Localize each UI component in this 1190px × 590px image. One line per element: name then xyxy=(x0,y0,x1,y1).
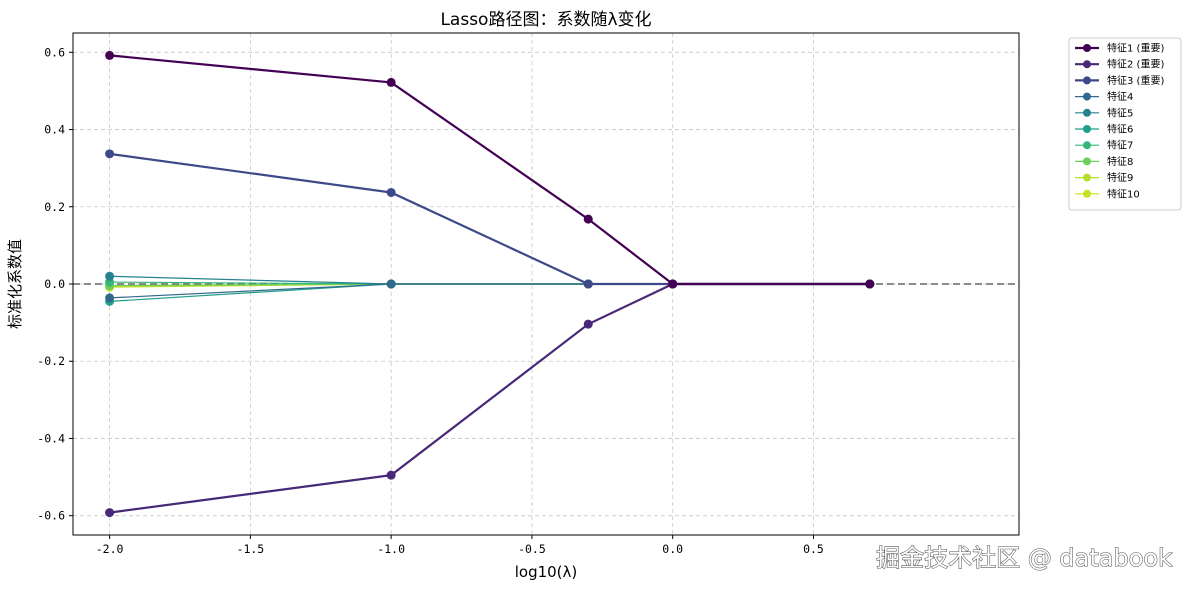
legend-label: 特征2 (重要) xyxy=(1107,58,1164,71)
series-line xyxy=(109,152,870,286)
watermark-text: 掘金技术社区 @ databook xyxy=(876,544,1172,572)
y-tick-label: 0.0 xyxy=(44,277,65,291)
legend-item: 特征2 (重要) xyxy=(1075,58,1164,71)
y-axis-label: 标准化系数值 xyxy=(6,239,24,329)
data-point xyxy=(105,508,115,518)
data-point xyxy=(105,293,115,303)
y-tick-label: 0.6 xyxy=(44,45,65,59)
legend-item: 特征3 (重要) xyxy=(1075,74,1164,87)
axis-ticks: -2.0 -1.5 -1.0 -0.5 0.0 0.5 -0.6 -0.4 -0.2 0.0 0.2… xyxy=(37,45,824,556)
x-tick-label: -1.5 xyxy=(237,542,265,556)
x-axis-label: log10(λ) xyxy=(515,563,578,581)
y-tick-label: 0.2 xyxy=(44,200,65,214)
legend-swatch-marker xyxy=(1083,125,1091,133)
y-tick-label: -0.6 xyxy=(37,509,65,523)
x-tick-label: 0.0 xyxy=(662,542,683,556)
series-1 xyxy=(105,50,875,289)
series-line xyxy=(109,282,870,514)
legend-item: 特征9 xyxy=(1075,172,1133,184)
y-tick-label: -0.4 xyxy=(37,431,65,445)
data-point xyxy=(386,187,396,197)
legend: 特征1 (重要) 特征2 (重要) 特征3 (重要) 特征4 特征5 特征6 特征7 特征8 特… xyxy=(1068,37,1182,211)
legend-label: 特征10 xyxy=(1107,188,1140,200)
series-2 xyxy=(105,279,875,518)
y-tick-label: 0.4 xyxy=(44,123,65,137)
legend-swatch-marker xyxy=(1083,60,1091,69)
data-point xyxy=(105,149,115,159)
legend-item: 特征8 xyxy=(1075,156,1133,168)
legend-item: 特征4 xyxy=(1075,91,1133,103)
data-point xyxy=(583,319,593,329)
legend-swatch-marker xyxy=(1083,92,1091,101)
legend-label: 特征3 (重要) xyxy=(1107,74,1164,87)
legend-item: 特征7 xyxy=(1075,140,1133,152)
series-9 xyxy=(105,279,875,292)
legend-label: 特征7 xyxy=(1107,140,1133,152)
legend-swatch-marker xyxy=(1083,189,1091,198)
legend-label: 特征5 xyxy=(1107,107,1133,119)
data-point xyxy=(386,77,396,87)
x-tick-label: -0.5 xyxy=(518,542,546,556)
legend-item: 特征1 (重要) xyxy=(1075,42,1164,55)
legend-swatch-marker xyxy=(1083,141,1091,150)
legend-item: 特征6 xyxy=(1075,124,1133,136)
chart-title: Lasso路径图：系数随λ变化 xyxy=(440,10,651,30)
x-tick-label: -2.0 xyxy=(96,542,124,556)
legend-label: 特征4 xyxy=(1107,91,1133,103)
data-point xyxy=(386,470,396,480)
series-layer xyxy=(105,50,875,518)
data-point xyxy=(583,279,593,289)
legend-item: 特征5 xyxy=(1075,107,1133,119)
y-tick-label: -0.2 xyxy=(37,354,65,368)
legend-swatch-marker xyxy=(1083,76,1091,85)
series-3 xyxy=(105,149,875,289)
data-point xyxy=(583,214,593,224)
legend-label: 特征1 (重要) xyxy=(1107,42,1164,55)
data-point xyxy=(668,279,678,289)
legend-label: 特征6 xyxy=(1107,124,1133,136)
legend-swatch-marker xyxy=(1083,44,1091,52)
data-point xyxy=(386,279,396,289)
x-tick-label: -1.0 xyxy=(377,542,405,556)
legend-label: 特征9 xyxy=(1107,172,1133,184)
data-point xyxy=(865,279,875,289)
legend-swatch-marker xyxy=(1083,157,1091,166)
x-tick-label: 0.5 xyxy=(803,542,824,556)
legend-item: 特征10 xyxy=(1075,188,1140,200)
data-point xyxy=(105,50,115,60)
legend-label: 特征8 xyxy=(1107,156,1133,168)
legend-swatch-marker xyxy=(1083,173,1091,182)
data-point xyxy=(105,271,115,281)
legend-swatch-marker xyxy=(1083,108,1091,117)
